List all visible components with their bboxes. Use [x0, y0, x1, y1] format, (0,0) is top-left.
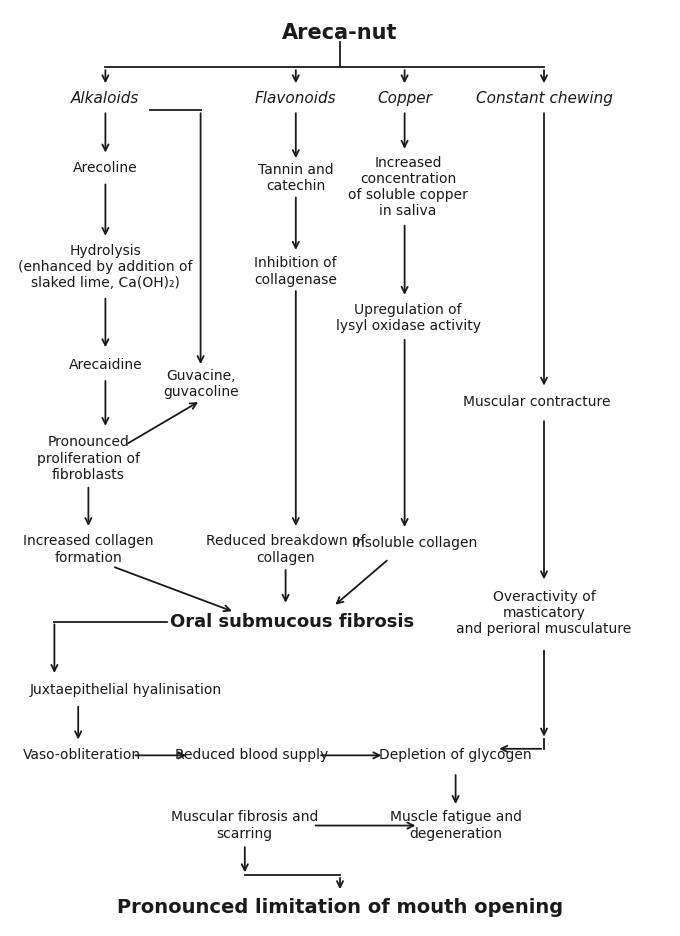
Text: Flavonoids: Flavonoids — [255, 91, 337, 106]
Text: Muscular contracture: Muscular contracture — [464, 396, 611, 409]
Text: Hydrolysis
(enhanced by addition of
slaked lime, Ca(OH)₂): Hydrolysis (enhanced by addition of slak… — [18, 243, 192, 290]
Text: Insoluble collagen: Insoluble collagen — [352, 536, 477, 549]
Text: Vaso-obliteration: Vaso-obliteration — [22, 749, 141, 762]
Text: Guvacine,
guvacoline: Guvacine, guvacoline — [163, 369, 239, 399]
Text: Arecaidine: Arecaidine — [69, 358, 142, 372]
Text: Arecoline: Arecoline — [73, 162, 138, 175]
Text: Juxtaepithelial hyalinisation: Juxtaepithelial hyalinisation — [30, 683, 222, 696]
Text: Tannin and
catechin: Tannin and catechin — [258, 163, 334, 193]
Text: Oral submucous fibrosis: Oral submucous fibrosis — [170, 612, 415, 631]
Text: Alkaloids: Alkaloids — [71, 91, 139, 106]
Text: Reduced breakdown of
collagen: Reduced breakdown of collagen — [206, 534, 365, 564]
Text: Reduced blood supply: Reduced blood supply — [175, 749, 328, 762]
Text: Muscular fibrosis and
scarring: Muscular fibrosis and scarring — [171, 811, 318, 841]
Text: Copper: Copper — [377, 91, 432, 106]
Text: Areca-nut: Areca-nut — [282, 22, 398, 43]
Text: Upregulation of
lysyl oxidase activity: Upregulation of lysyl oxidase activity — [335, 303, 481, 333]
Text: Increased collagen
formation: Increased collagen formation — [23, 534, 154, 564]
Text: Constant chewing: Constant chewing — [475, 91, 613, 106]
Text: Overactivity of
masticatory
and perioral musculature: Overactivity of masticatory and perioral… — [456, 590, 632, 636]
Text: Increased
concentration
of soluble copper
in saliva: Increased concentration of soluble coppe… — [348, 156, 468, 218]
Text: Inhibition of
collagenase: Inhibition of collagenase — [254, 256, 337, 286]
Text: Muscle fatigue and
degeneration: Muscle fatigue and degeneration — [390, 811, 522, 841]
Text: Pronounced limitation of mouth opening: Pronounced limitation of mouth opening — [117, 899, 563, 917]
Text: Pronounced
proliferation of
fibroblasts: Pronounced proliferation of fibroblasts — [37, 435, 140, 482]
Text: Depletion of glycogen: Depletion of glycogen — [379, 749, 532, 762]
